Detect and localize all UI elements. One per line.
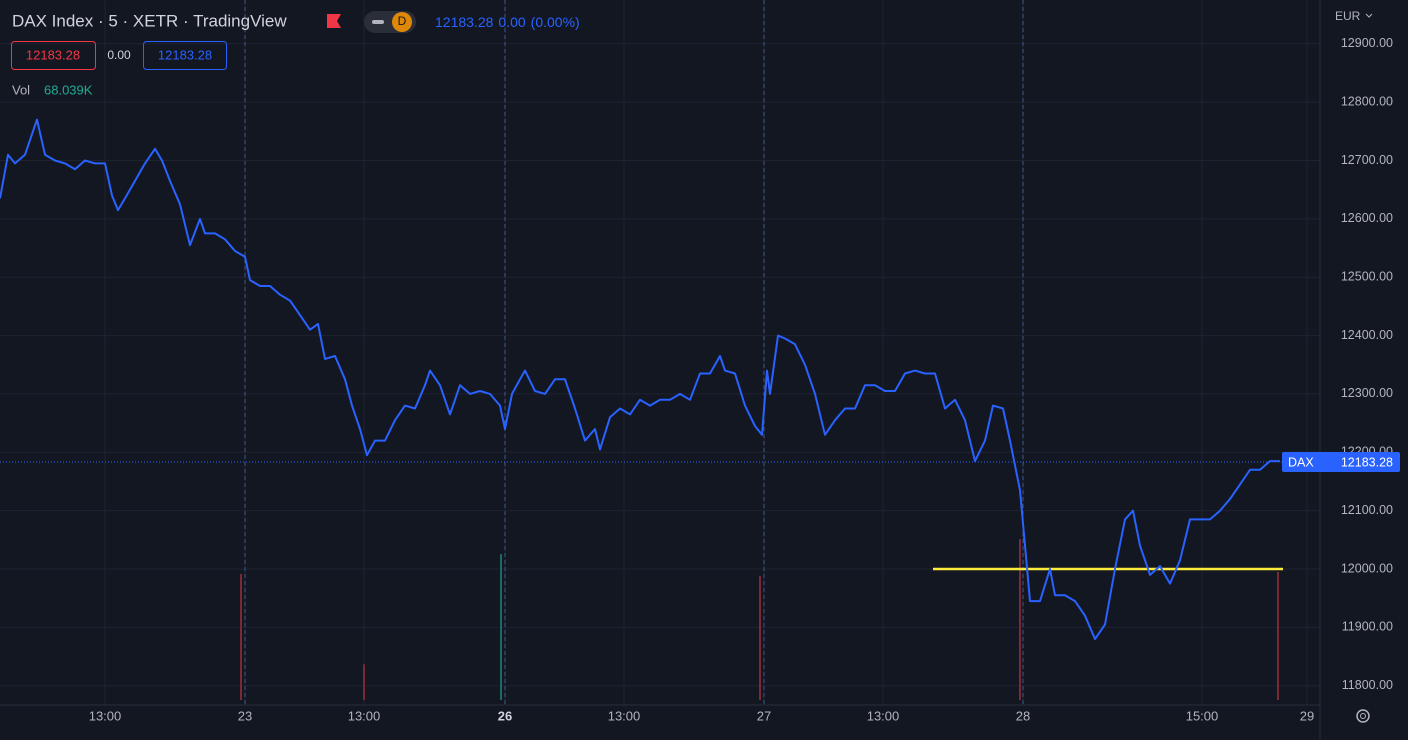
volume-bar (240, 573, 242, 700)
x-tick-label: 13:00 (608, 708, 641, 723)
y-tick-label: 11800.00 (1342, 678, 1393, 692)
series-label: DAX (1288, 455, 1314, 469)
x-tick-label: 13:00 (348, 708, 381, 723)
time-axis: 13:00 23 13:00 26 13:00 27 13:00 28 15:00 29 (89, 708, 1315, 723)
symbol-title: DAX Index · 5 · XETR · TradingView (12, 11, 287, 30)
quote-change-pct: (0.00%) (531, 14, 580, 30)
y-tick-label: 12600.00 (1341, 211, 1393, 225)
badge: D (398, 14, 407, 28)
spread: 0.00 (107, 48, 131, 62)
volume-bar (759, 575, 761, 700)
x-tick-label: 28 (1016, 708, 1030, 723)
badge-circle (392, 12, 412, 32)
x-tick-label: 23 (238, 708, 252, 723)
volume-label: Vol (12, 82, 30, 97)
bid: 12183.28 (26, 47, 80, 62)
plot-area (0, 118, 1320, 700)
ask: 12183.28 (158, 47, 212, 62)
x-tick-label: 27 (757, 708, 771, 723)
y-tick-label: 12400.00 (1341, 328, 1393, 342)
settings-icon[interactable] (1356, 709, 1370, 723)
last-price-label: 12183.28 (1341, 455, 1393, 469)
price-line (0, 118, 1280, 641)
y-tick-label: 12100.00 (1341, 503, 1393, 517)
toggle-dash (372, 20, 384, 24)
x-tick-label: 13:00 (867, 708, 900, 723)
gear-hub (1360, 713, 1366, 719)
price-axis: 11800.0011900.0012000.0012100.0012200.00… (1282, 36, 1400, 692)
y-tick-label: 11900.00 (1342, 620, 1393, 634)
x-tick-label: 29 (1300, 708, 1314, 723)
y-tick-label: 12800.00 (1341, 94, 1393, 108)
y-tick-label: 12000.00 (1341, 561, 1393, 575)
x-tick-label: 13:00 (89, 708, 122, 723)
y-tick-label: 12500.00 (1341, 270, 1393, 284)
quote-change: 0.00 (498, 14, 525, 30)
volume-bar (363, 664, 365, 700)
volume-bar (1019, 539, 1021, 700)
volume-bar (500, 554, 502, 700)
bid-box[interactable] (11, 41, 96, 70)
y-tick-label: 12900.00 (1341, 36, 1393, 50)
gear-ring (1356, 709, 1370, 723)
volume-bar (1277, 572, 1279, 700)
currency-chevron (1365, 13, 1373, 18)
y-tick-label: 12300.00 (1341, 386, 1393, 400)
x-tick-label: 15:00 (1186, 708, 1219, 723)
quote-last: 12183.28 (435, 14, 494, 30)
y-tick-label: 12700.00 (1341, 153, 1393, 167)
ask-box[interactable] (143, 41, 227, 70)
currency[interactable]: EUR (1335, 9, 1361, 23)
last-price-tag (1282, 452, 1400, 473)
quote: 12183.28 0.00 (0.00%) (435, 14, 580, 30)
grid (0, 0, 1320, 705)
x-tick-label: 26 (498, 708, 512, 723)
volume-value: 68.039K (44, 82, 93, 97)
flag-icon[interactable] (327, 14, 341, 28)
